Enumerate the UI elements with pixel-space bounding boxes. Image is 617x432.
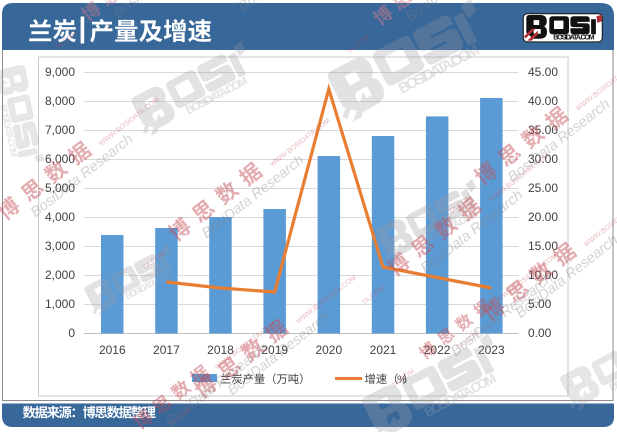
- svg-text:9,000: 9,000: [45, 65, 75, 79]
- svg-text:3,000: 3,000: [45, 239, 75, 253]
- svg-text:25.00: 25.00: [528, 181, 558, 195]
- svg-text:0: 0: [68, 326, 75, 340]
- svg-text:BOSIDATA.COM: BOSIDATA.COM: [553, 35, 594, 42]
- svg-text:20.00: 20.00: [528, 210, 558, 224]
- svg-text:2021: 2021: [370, 343, 397, 357]
- svg-text:30.00: 30.00: [528, 152, 558, 166]
- svg-text:2017: 2017: [153, 343, 180, 357]
- svg-text:2020: 2020: [315, 343, 342, 357]
- svg-text:2,000: 2,000: [45, 268, 75, 282]
- svg-text:15.00: 15.00: [528, 239, 558, 253]
- svg-text:4,000: 4,000: [45, 210, 75, 224]
- svg-text:1,000: 1,000: [45, 297, 75, 311]
- svg-text:5.00: 5.00: [528, 297, 552, 311]
- svg-text:7,000: 7,000: [45, 123, 75, 137]
- svg-text:8,000: 8,000: [45, 94, 75, 108]
- svg-text:2016: 2016: [99, 343, 126, 357]
- svg-text:40.00: 40.00: [528, 94, 558, 108]
- svg-text:2018: 2018: [207, 343, 234, 357]
- svg-text:5,000: 5,000: [45, 181, 75, 195]
- svg-text:45.00: 45.00: [528, 65, 558, 79]
- svg-text:2023: 2023: [478, 343, 505, 357]
- svg-text:%: %: [397, 374, 407, 386]
- svg-text:2019: 2019: [261, 343, 288, 357]
- svg-text:0.00: 0.00: [528, 326, 552, 340]
